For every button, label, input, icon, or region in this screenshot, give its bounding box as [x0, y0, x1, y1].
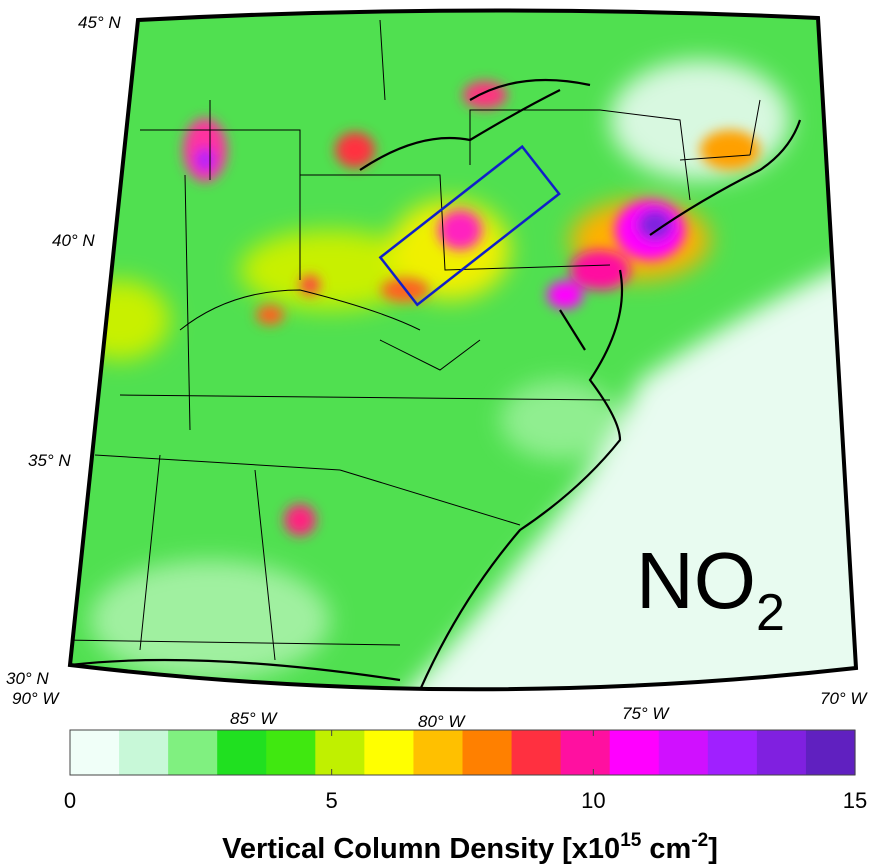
label-exponent: -2: [691, 830, 708, 851]
borders: [70, 19, 761, 661]
lon-label: 70° W: [820, 689, 868, 708]
coastline: [70, 78, 802, 690]
colorbar-swatch: [462, 730, 513, 775]
lat-label: 40° N: [52, 231, 95, 250]
colorbar-frame: [69, 729, 856, 776]
label-text: Vertical Column Density [x10: [222, 833, 620, 865]
colorbar-swatch: [805, 730, 856, 775]
colorbar-swatch: [168, 730, 218, 775]
species-text: NO: [636, 536, 756, 625]
map-frame: [67, 8, 859, 692]
lon-label: 80° W: [418, 712, 466, 731]
map: [70, 10, 856, 690]
colorbar-tick-label: 0: [64, 788, 76, 813]
colorbar-swatch: [658, 730, 709, 775]
colorbar-swatch: [756, 730, 807, 775]
colorbar-swatch: [560, 730, 611, 775]
lat-label: 35° N: [28, 451, 71, 470]
colorbar-swatch: [266, 730, 316, 775]
colorbar-swatch: [511, 730, 562, 775]
lon-label: 90° W: [12, 689, 60, 708]
species-subscript: 2: [756, 584, 785, 642]
lon-label: 75° W: [622, 704, 670, 723]
colorbar-swatch: [70, 730, 120, 775]
colorbar-swatch: [119, 730, 169, 775]
colorbar-swatch: [364, 730, 415, 775]
colorbar-swatch: [413, 730, 464, 775]
colorbar-label: Vertical Column Density [x1015 cm-2]: [222, 830, 718, 865]
colorbar-tick-label: 15: [843, 788, 867, 813]
colorbar-swatch: [217, 730, 267, 775]
label-exponent: 15: [620, 830, 642, 851]
colorbar-tick-label: 10: [581, 788, 605, 813]
lon-label: 85° W: [230, 709, 278, 728]
study-box: [378, 144, 561, 307]
label-end: ]: [708, 833, 718, 865]
colorbar-tick-label: 5: [326, 788, 338, 813]
colorbar-swatch: [609, 730, 660, 775]
label-unit: cm: [641, 833, 691, 865]
lat-label: 45° N: [78, 13, 121, 32]
lon-labels: 90° W 85° W 80° W 75° W 70° W: [12, 689, 868, 731]
colorbar-swatch: [707, 730, 758, 775]
lat-labels: 45° N 40° N 35° N 30° N: [6, 13, 121, 688]
lat-label: 30° N: [6, 669, 49, 688]
colorbar-swatch: [315, 730, 365, 775]
colorbar: 0 5 10 15: [64, 729, 867, 813]
species-label: NO2: [636, 536, 785, 642]
